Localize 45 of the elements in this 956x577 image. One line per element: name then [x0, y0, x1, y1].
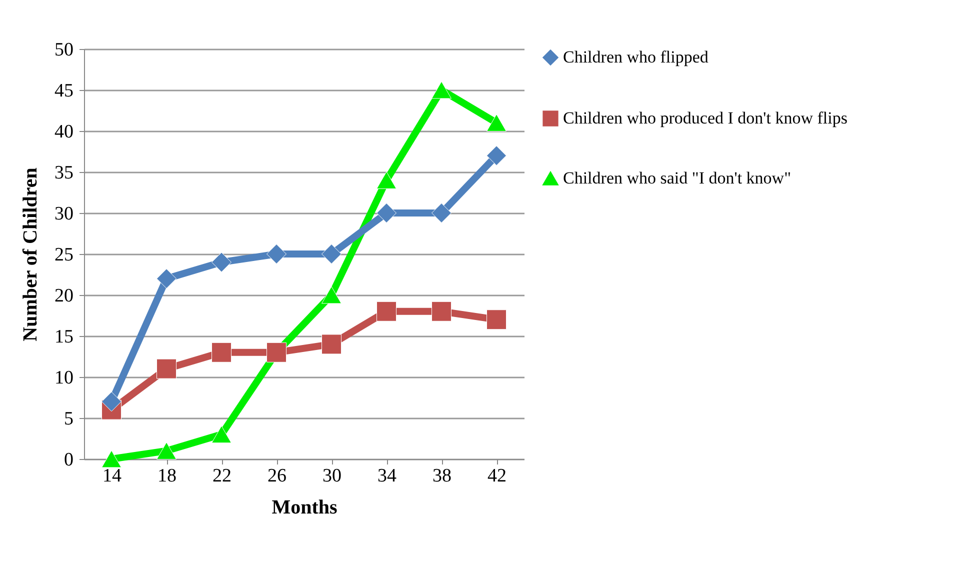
y-tick-label: 5	[64, 408, 74, 430]
x-axis-title: Months	[272, 496, 338, 518]
point	[376, 203, 396, 223]
y-tick-label: 25	[54, 244, 74, 266]
x-tick-label: 38	[432, 466, 452, 486]
point	[432, 81, 452, 99]
y-tick-label: 40	[54, 122, 74, 142]
point	[486, 146, 506, 166]
y-tick-label: 0	[64, 450, 74, 470]
y-tick-label: 15	[54, 326, 74, 348]
point	[432, 301, 452, 322]
point	[432, 203, 452, 223]
point	[486, 310, 506, 330]
point	[322, 244, 342, 264]
point	[156, 442, 176, 460]
x-tick-label: 34	[378, 466, 397, 486]
point	[212, 342, 232, 362]
point	[156, 268, 176, 289]
point	[212, 426, 232, 444]
point	[486, 114, 506, 132]
legend-label: Children who said "I don't know"	[563, 168, 792, 188]
y-tick-label: 35	[54, 162, 74, 184]
point	[376, 301, 396, 322]
point	[212, 252, 232, 272]
point	[266, 244, 286, 264]
y-axis-title: Number of Children	[20, 168, 42, 342]
y-tick-label: 20	[54, 286, 74, 306]
y-tick-label: 45	[54, 80, 74, 102]
y-tick-label: 10	[54, 368, 74, 388]
x-tick-label: 22	[212, 466, 232, 486]
point	[102, 392, 122, 412]
legend-label: Children who produced I don't know flips	[563, 108, 848, 128]
x-tick-label: 18	[158, 466, 176, 486]
y-tick-label: 30	[54, 204, 74, 224]
point	[376, 172, 396, 189]
x-tick-label: 30	[322, 466, 342, 486]
point	[322, 286, 342, 304]
x-tick-label: 26	[268, 466, 286, 486]
point	[102, 450, 122, 468]
point	[156, 358, 176, 379]
legend-label: Children who flipped	[563, 48, 709, 66]
x-tick-label: 14	[102, 466, 122, 486]
point	[322, 334, 342, 354]
x-tick-label: 42	[488, 466, 506, 486]
y-tick-label: 50	[54, 40, 74, 60]
